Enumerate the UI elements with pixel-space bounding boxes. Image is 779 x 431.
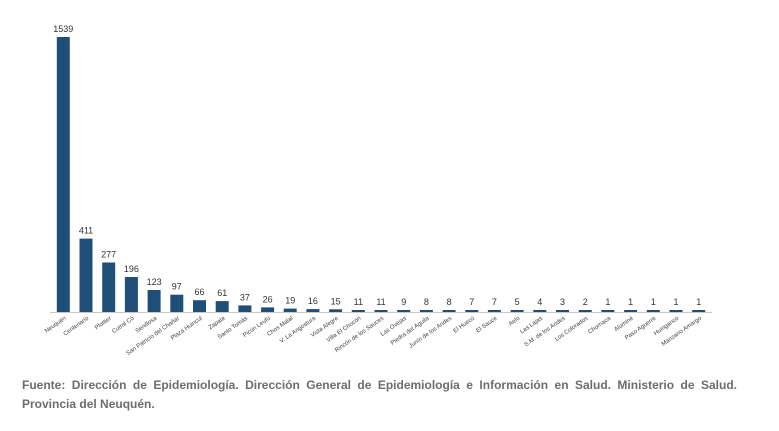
bar [601,310,615,312]
value-label: 8 [447,297,452,307]
value-label: 411 [79,226,93,236]
value-label: 61 [217,288,227,298]
bar [692,310,706,312]
value-label: 8 [424,297,429,307]
bar [124,277,138,312]
bar [374,310,388,312]
bar [646,310,660,312]
value-label: 11 [354,297,363,307]
source-note: Fuente: Dirección de Epidemiología. Dire… [22,378,737,411]
value-label: 19 [285,296,295,306]
bar [533,310,547,312]
category-label: Centenario [63,315,91,337]
bar [556,310,569,312]
category-label: Zapala [208,315,227,331]
bar [56,37,70,312]
category-label: Cutral Có [111,315,136,335]
value-label: 26 [263,294,273,304]
value-label: 11 [376,297,385,307]
category-label: El Sauce [475,315,499,334]
bar [193,300,206,312]
value-label: 16 [308,296,318,306]
category-label: Chorriaca [587,315,612,335]
value-label: 1 [628,297,633,307]
bar [79,238,93,312]
value-label: 1 [696,297,701,307]
bar [261,307,275,312]
bar [419,310,433,312]
value-label: 15 [331,296,341,306]
bar [102,262,116,312]
category-label: Plottier [94,316,113,332]
bar [306,309,320,312]
category-label: Manzano Amargo [661,315,704,347]
category-label: S.M. de los Andes [524,316,567,349]
bar [465,310,479,312]
category-label: Junín de los Andes [408,316,453,350]
value-label: 277 [101,250,116,260]
bars-group [56,37,706,312]
value-label: 5 [515,297,520,307]
value-label: 3 [560,297,565,307]
value-label: 123 [147,277,162,287]
value-label: 4 [537,297,542,307]
value-label: 7 [492,297,497,307]
bar [329,309,343,312]
value-label: 1539 [53,24,73,34]
bar [215,301,229,312]
value-label: 97 [172,282,182,292]
bar [283,308,297,312]
value-label: 7 [469,297,474,307]
bar [624,310,638,312]
value-label: 1 [605,297,610,307]
bar [147,290,161,312]
value-label: 2 [583,297,588,307]
value-label: 66 [194,287,204,297]
bar [487,310,501,312]
category-label: Aelo [508,315,522,327]
value-label: 1 [651,297,656,307]
bar [351,310,365,312]
bar [238,305,252,312]
bar [510,310,524,312]
bar [442,310,456,312]
bar [397,310,411,312]
bar [669,310,683,312]
value-label: 196 [124,264,139,274]
category-label: Piedra del Águila [389,315,431,347]
category-label: El Huecú [453,316,476,335]
bar [578,310,592,312]
value-label: 37 [240,292,250,302]
bar [170,294,184,312]
value-label: 9 [401,297,406,307]
value-label: 1 [673,297,678,307]
